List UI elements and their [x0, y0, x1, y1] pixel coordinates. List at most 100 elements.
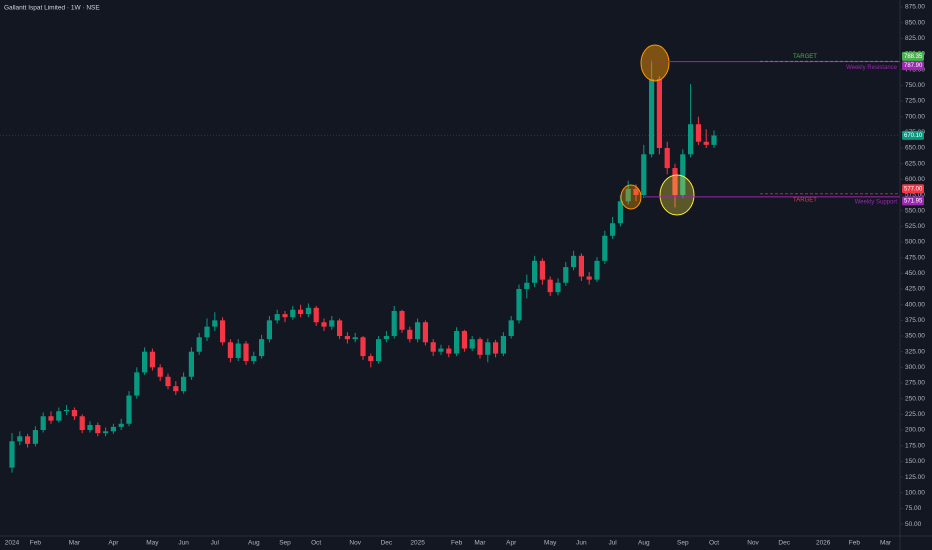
candle-body — [586, 276, 592, 280]
x-tick-label: Apr — [506, 540, 517, 547]
y-tick-label: 500.00 — [905, 239, 925, 246]
y-tick-label: 350.00 — [905, 333, 925, 340]
x-tick-label: Jul — [608, 540, 617, 547]
candle-body — [321, 322, 327, 327]
y-tick-label: 100.00 — [905, 489, 925, 496]
y-tick-label: 225.00 — [905, 411, 925, 418]
level-tag-bg — [902, 196, 924, 206]
candle-body — [625, 188, 631, 202]
y-tick-label: 425.00 — [905, 286, 925, 293]
candle-body — [383, 336, 389, 340]
candle-body — [602, 235, 608, 261]
y-tick-label: 750.00 — [905, 82, 925, 89]
candle-body — [142, 351, 148, 373]
y-tick-label: 450.00 — [905, 270, 925, 277]
x-tick-label: Mar — [880, 540, 892, 547]
candle-body — [313, 307, 319, 323]
candle-body — [571, 255, 577, 268]
candle-body — [110, 426, 116, 432]
highlight-circle — [620, 184, 642, 210]
candle-body — [454, 331, 460, 354]
x-tick-label: 2026 — [816, 540, 831, 547]
x-tick-label: Mar — [69, 540, 81, 547]
candle-body — [165, 376, 171, 387]
y-tick-label: 275.00 — [905, 380, 925, 387]
candle-body — [149, 351, 155, 368]
x-tick-label: Oct — [311, 540, 321, 547]
y-tick-label: 650.00 — [905, 145, 925, 152]
x-tick-label: Dec — [381, 540, 393, 547]
y-tick-label: 475.00 — [905, 254, 925, 261]
candle-body — [633, 188, 639, 196]
candle-body — [103, 431, 109, 434]
candle-body — [298, 309, 304, 315]
y-tick-label: 200.00 — [905, 427, 925, 434]
candle-body — [212, 320, 218, 327]
candle-body — [539, 260, 545, 280]
candle-body — [126, 395, 132, 424]
highlight-circle — [659, 174, 695, 216]
y-tick-label: 400.00 — [905, 301, 925, 308]
y-tick-label: 50.00 — [905, 521, 922, 528]
candle-body — [594, 260, 600, 280]
candle-body — [157, 367, 163, 377]
candle-body — [610, 223, 616, 236]
target-label: TARGET — [793, 54, 817, 60]
candle-body — [703, 141, 709, 145]
target-tag-bg — [902, 51, 924, 61]
candle-body — [40, 416, 46, 431]
y-tick-label: 600.00 — [905, 176, 925, 183]
candle-body — [430, 342, 436, 352]
candle-body — [220, 320, 226, 343]
level-tag: 787.90 — [904, 63, 923, 69]
candle-body — [407, 329, 413, 340]
y-tick-label: 850.00 — [905, 19, 925, 26]
candle-body — [376, 339, 382, 362]
level-tag: 571.95 — [904, 199, 923, 205]
candle-body — [118, 423, 124, 427]
candle-body — [188, 351, 194, 377]
y-tick-label: 125.00 — [905, 474, 925, 481]
candle-body — [344, 336, 350, 340]
chart-title: Gallantt Ispat Limited · 1W · NSE — [4, 5, 100, 12]
y-tick-label: 875.00 — [905, 4, 925, 11]
y-tick-label: 150.00 — [905, 458, 925, 465]
candle-body — [71, 409, 77, 417]
x-tick-label: Feb — [849, 540, 861, 547]
candle-body — [17, 436, 23, 442]
candle-body — [617, 201, 623, 224]
x-tick-label: Nov — [747, 540, 759, 547]
y-tick-label: 525.00 — [905, 223, 925, 230]
x-tick-label: Dec — [778, 540, 790, 547]
x-tick-label: Sep — [677, 540, 689, 547]
x-tick-label: 2025 — [410, 540, 425, 547]
candle-body — [446, 348, 452, 354]
x-tick-label: Apr — [108, 540, 119, 547]
y-tick-label: 75.00 — [905, 505, 922, 512]
last-price-tag-bg — [902, 130, 924, 140]
highlight-circle — [640, 44, 670, 82]
candle-body — [79, 416, 85, 431]
x-tick-label: Aug — [638, 540, 650, 547]
x-tick-label: Jun — [178, 540, 189, 547]
y-tick-label: 700.00 — [905, 113, 925, 120]
x-tick-label: Aug — [248, 540, 260, 547]
candle-body — [477, 339, 483, 355]
plot — [9, 6, 903, 525]
x-tick-label: Nov — [349, 540, 361, 547]
x-tick-label: 2024 — [5, 540, 20, 547]
candle-body — [196, 337, 202, 352]
y-tick-label: 575.00 — [905, 192, 925, 199]
y-tick-label: 550.00 — [905, 207, 925, 214]
candle-body — [134, 372, 140, 396]
candle-body — [547, 279, 553, 293]
candle-body — [649, 79, 655, 155]
candle-body — [438, 348, 444, 352]
candle-body — [87, 425, 93, 431]
candle-body — [415, 322, 421, 340]
y-tick-label: 250.00 — [905, 395, 925, 402]
x-tick-label: Oct — [709, 540, 719, 547]
candle-body — [485, 342, 491, 355]
y-tick-label: 325.00 — [905, 348, 925, 355]
